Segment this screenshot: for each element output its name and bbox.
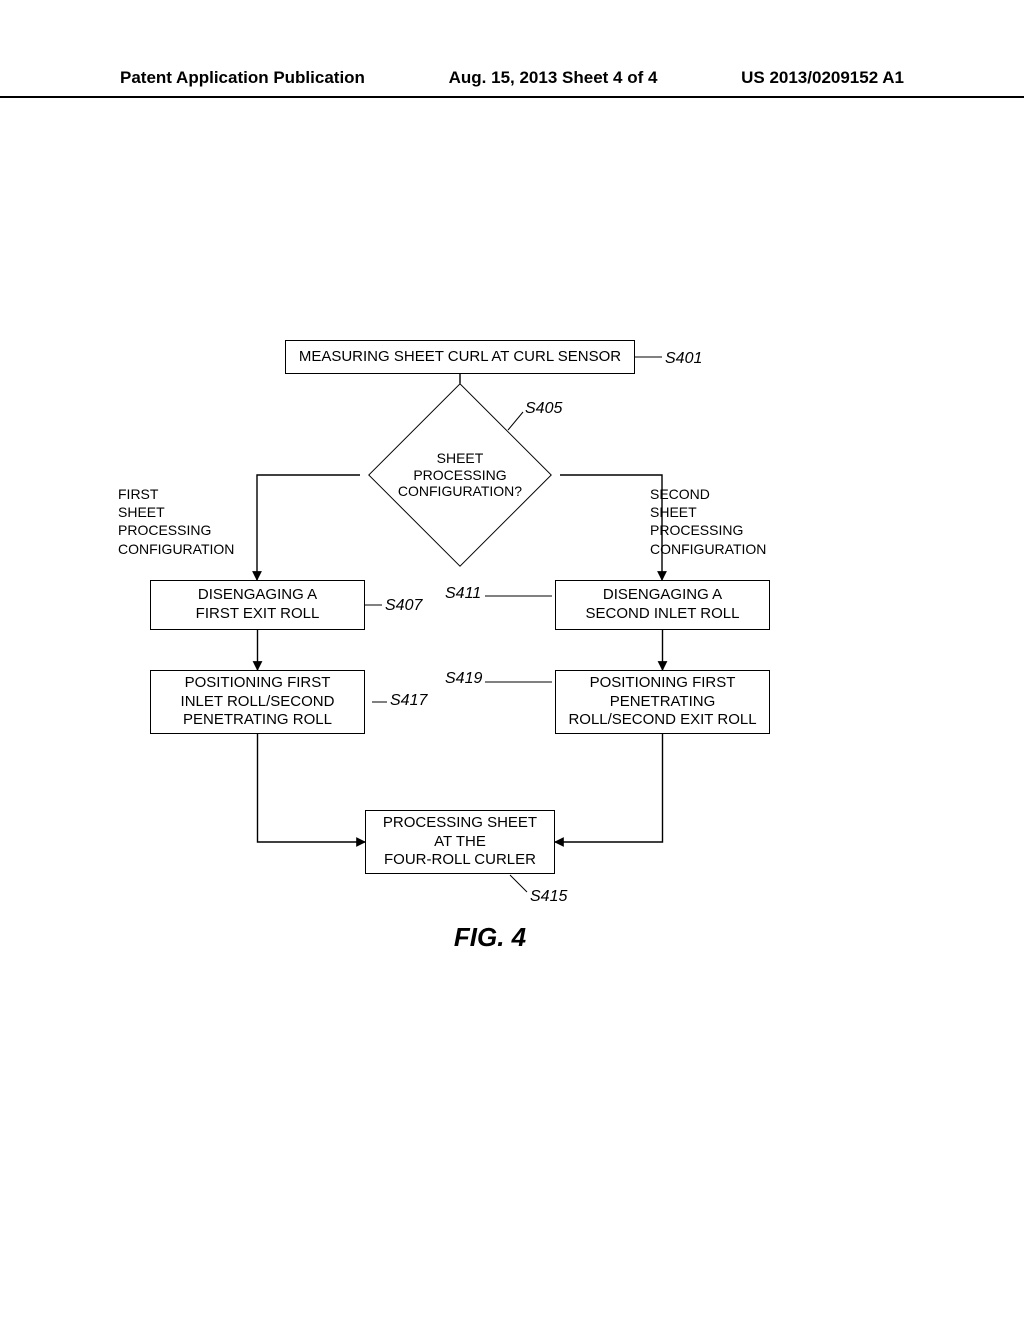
node-s417-text: POSITIONING FIRSTINLET ROLL/SECONDPENETR…: [181, 674, 335, 730]
ref-s401: S401: [665, 350, 702, 368]
ref-s415: S415: [530, 888, 567, 906]
node-s401: MEASURING SHEET CURL AT CURL SENSOR: [285, 340, 635, 374]
node-s405-text-inner: SHEETPROCESSINGCONFIGURATION?: [398, 450, 522, 500]
node-s411: DISENGAGING ASECOND INLET ROLL: [555, 580, 770, 630]
branch-label-left: FIRSTSHEETPROCESSINGCONFIGURATION: [118, 485, 234, 558]
header-right: US 2013/0209152 A1: [741, 68, 904, 88]
node-s417: POSITIONING FIRSTINLET ROLL/SECONDPENETR…: [150, 670, 365, 734]
page: Patent Application Publication Aug. 15, …: [0, 0, 1024, 1320]
header-center: Aug. 15, 2013 Sheet 4 of 4: [449, 68, 658, 88]
figure-caption: FIG. 4: [454, 922, 526, 953]
node-s419: POSITIONING FIRSTPENETRATINGROLL/SECOND …: [555, 670, 770, 734]
ref-s407: S407: [385, 597, 422, 615]
ref-s419: S419: [445, 670, 482, 688]
header-left: Patent Application Publication: [120, 68, 365, 88]
node-s405-text: SHEETPROCESSINGCONFIGURATION?: [360, 410, 560, 540]
node-s407-text: DISENGAGING AFIRST EXIT ROLL: [196, 586, 320, 624]
ref-s411: S411: [445, 585, 481, 603]
node-s405: SHEETPROCESSINGCONFIGURATION?: [360, 410, 560, 540]
node-s401-text: MEASURING SHEET CURL AT CURL SENSOR: [299, 348, 621, 367]
node-s415: PROCESSING SHEETAT THEFOUR-ROLL CURLER: [365, 810, 555, 874]
ref-s417: S417: [390, 692, 427, 710]
node-s419-text: POSITIONING FIRSTPENETRATINGROLL/SECOND …: [568, 674, 756, 730]
page-header: Patent Application Publication Aug. 15, …: [0, 68, 1024, 98]
node-s415-text: PROCESSING SHEETAT THEFOUR-ROLL CURLER: [383, 814, 537, 870]
flowchart-figure: MEASURING SHEET CURL AT CURL SENSOR S401…: [110, 340, 870, 980]
node-s411-text: DISENGAGING ASECOND INLET ROLL: [586, 586, 740, 624]
branch-label-right: SECONDSHEETPROCESSINGCONFIGURATION: [650, 485, 766, 558]
node-s407: DISENGAGING AFIRST EXIT ROLL: [150, 580, 365, 630]
